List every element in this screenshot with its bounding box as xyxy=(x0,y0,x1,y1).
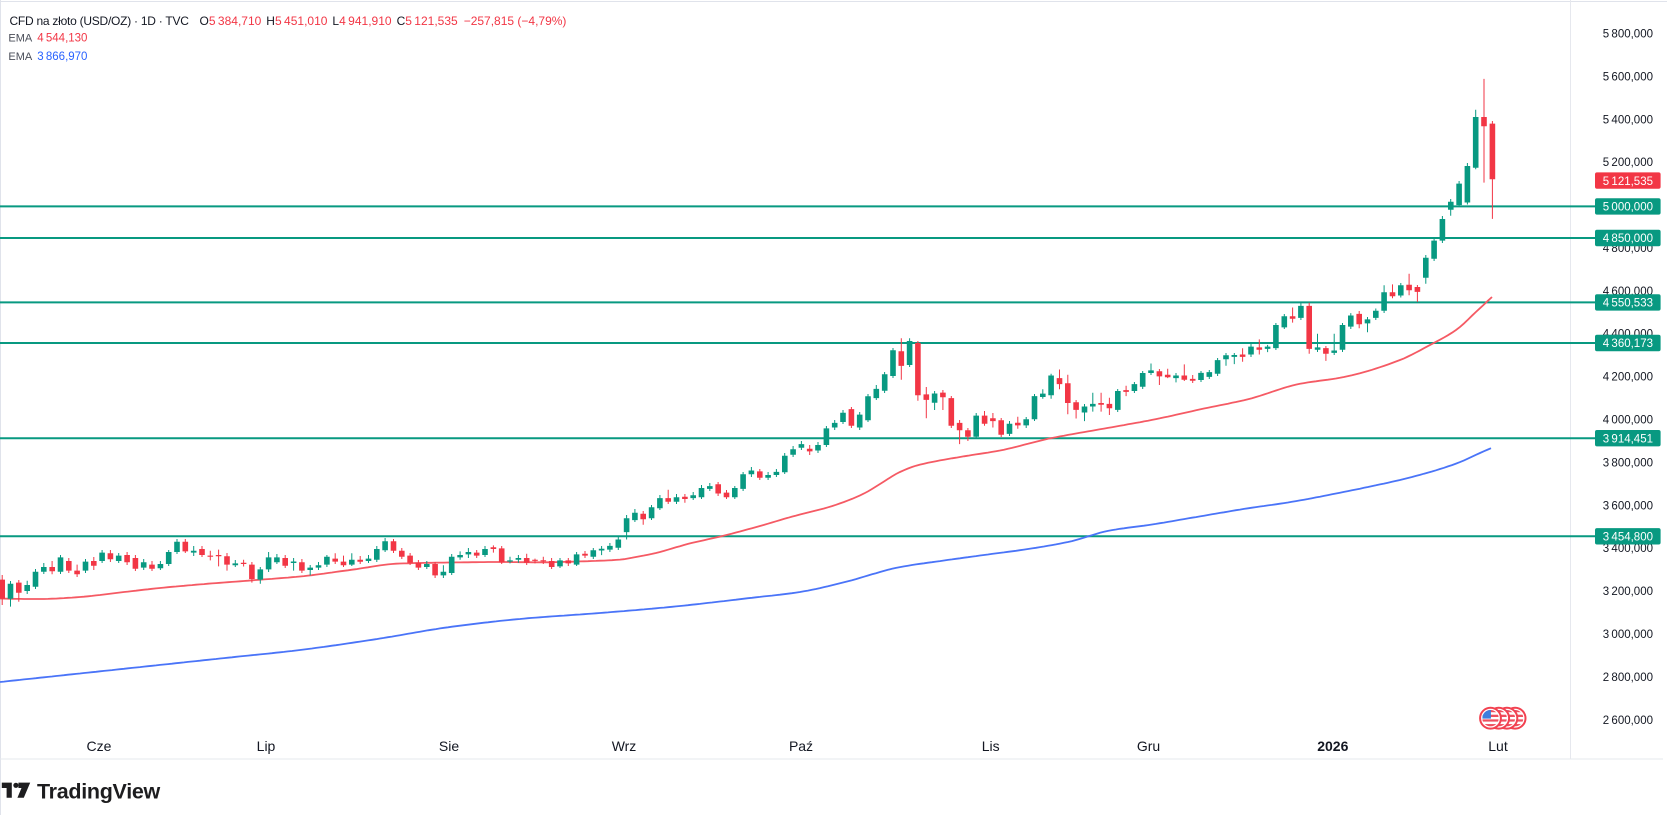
svg-text:5 400,000: 5 400,000 xyxy=(1603,114,1653,126)
svg-text:4 550,533: 4 550,533 xyxy=(1603,298,1653,310)
svg-text:4 000,000: 4 000,000 xyxy=(1603,415,1653,427)
svg-text:Gru: Gru xyxy=(1137,738,1160,754)
svg-text:Sie: Sie xyxy=(439,738,459,754)
svg-text:EMA: EMA xyxy=(8,51,33,63)
svg-text:3 400,000: 3 400,000 xyxy=(1603,543,1653,555)
svg-text:5 121,535: 5 121,535 xyxy=(1603,176,1653,188)
svg-text:TradingView: TradingView xyxy=(37,780,161,804)
svg-text:4 200,000: 4 200,000 xyxy=(1603,372,1653,384)
svg-text:Lut: Lut xyxy=(1488,738,1508,754)
svg-text:3 000,000: 3 000,000 xyxy=(1603,629,1653,641)
svg-text:EMA: EMA xyxy=(8,32,33,44)
svg-text:5 000,000: 5 000,000 xyxy=(1603,202,1653,214)
svg-text:2026: 2026 xyxy=(1317,738,1348,754)
svg-text:Paź: Paź xyxy=(789,738,813,754)
svg-text:3 866,970: 3 866,970 xyxy=(37,51,87,63)
svg-text:3 454,800: 3 454,800 xyxy=(1603,532,1653,544)
svg-text:4 544,130: 4 544,130 xyxy=(37,32,87,44)
svg-text:3 800,000: 3 800,000 xyxy=(1603,457,1653,469)
svg-text:2 600,000: 2 600,000 xyxy=(1603,715,1653,727)
svg-text:5 200,000: 5 200,000 xyxy=(1603,157,1653,169)
svg-text:CFD na złoto (USD/OZ) · 1D · T: CFD na złoto (USD/OZ) · 1D · TVC xyxy=(10,14,190,28)
svg-text:Cze: Cze xyxy=(87,738,112,754)
svg-text:3 200,000: 3 200,000 xyxy=(1603,586,1653,598)
svg-text:3 600,000: 3 600,000 xyxy=(1603,500,1653,512)
svg-text:5 600,000: 5 600,000 xyxy=(1603,71,1653,83)
svg-text:Lis: Lis xyxy=(982,738,1000,754)
svg-text:3 914,451: 3 914,451 xyxy=(1603,433,1653,445)
svg-text:5 800,000: 5 800,000 xyxy=(1603,29,1653,41)
svg-text:4 360,173: 4 360,173 xyxy=(1603,338,1653,350)
svg-text:Wrz: Wrz xyxy=(612,738,637,754)
svg-text:2 800,000: 2 800,000 xyxy=(1603,672,1653,684)
svg-text:4 850,000: 4 850,000 xyxy=(1603,233,1653,245)
svg-text:Lip: Lip xyxy=(257,738,276,754)
